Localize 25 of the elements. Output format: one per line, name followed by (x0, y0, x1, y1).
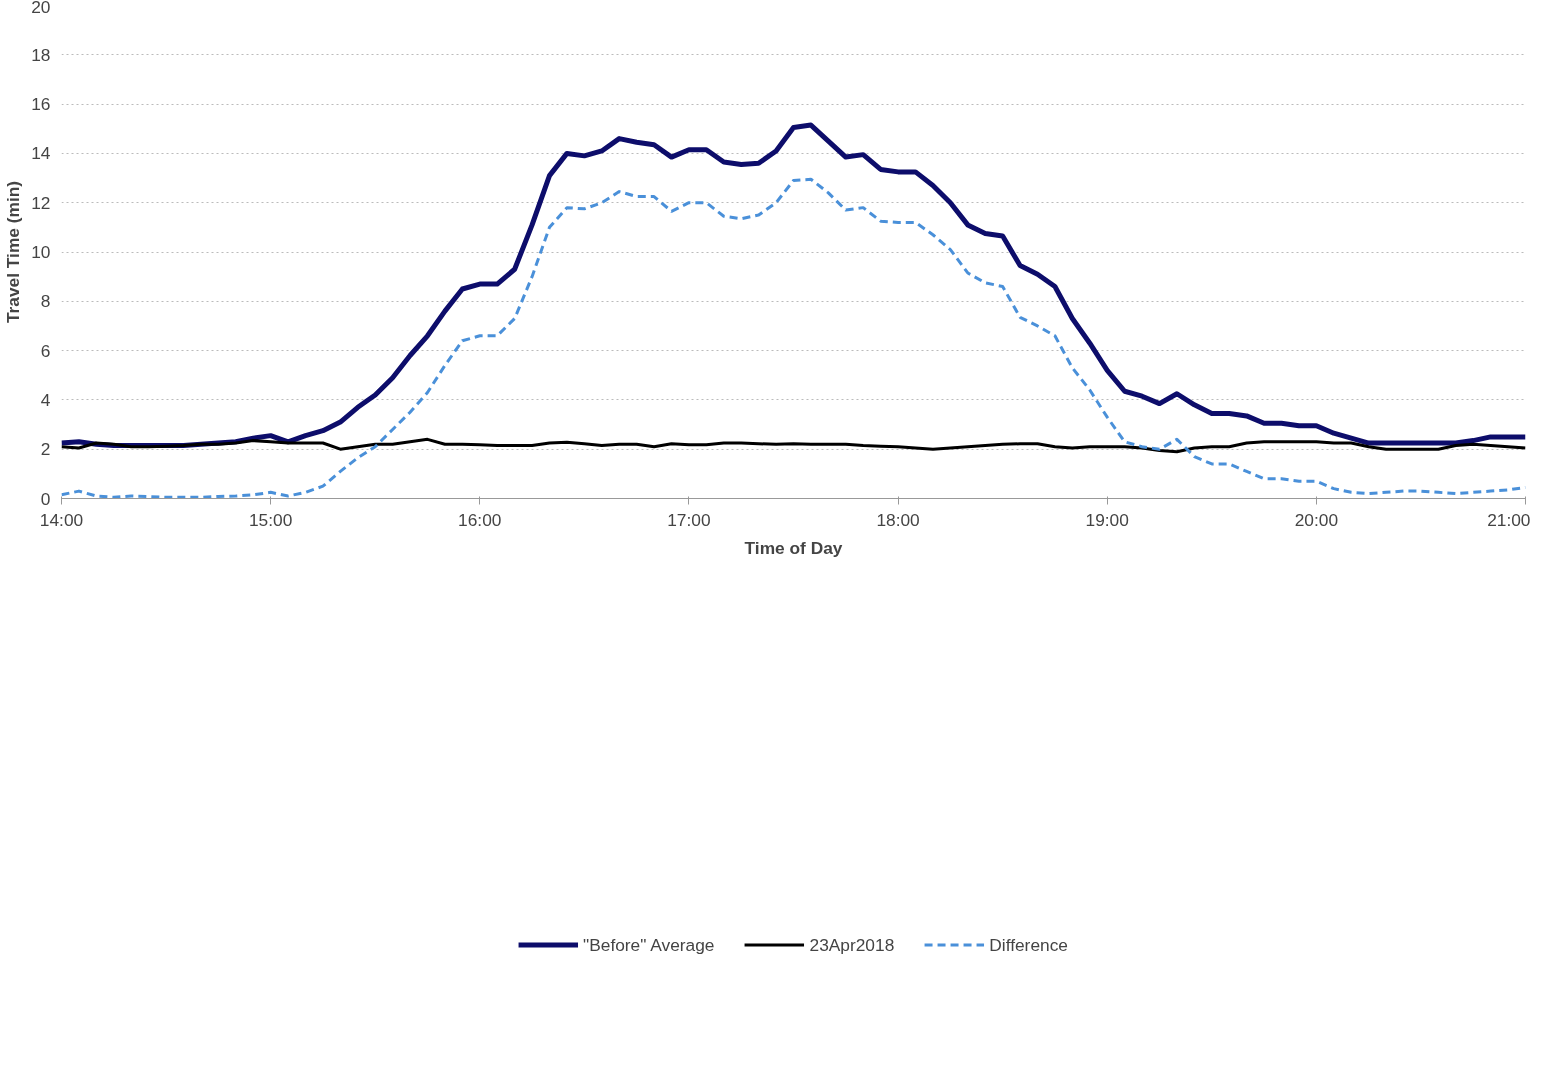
x-tick-label: 19:00 (1085, 509, 1129, 530)
x-tick-label: 21:00 (1487, 509, 1531, 530)
y-tick-label: 18 (31, 44, 51, 65)
y-tick-label: 20 (31, 0, 51, 17)
y-tick-label: 4 (40, 389, 51, 410)
x-tick-label: 17:00 (667, 509, 711, 530)
x-tick-label: 20:00 (1294, 509, 1339, 530)
x-tick-label: 16:00 (458, 509, 502, 530)
y-tick-label: 14 (31, 143, 51, 164)
y-tick-label: 6 (40, 340, 51, 361)
line-series (61, 437, 1526, 454)
y-tick-label: 2 (40, 439, 51, 460)
y-tick-label: 16 (31, 94, 51, 115)
y-tick-label: 0 (40, 488, 51, 509)
legend-label: 23Apr2018 (809, 934, 895, 956)
y-tick-label: 10 (31, 242, 51, 262)
legend-label: Difference (989, 934, 1068, 956)
x-tick-label: 15:00 (248, 509, 293, 530)
x-axis-title: Time of Day (744, 537, 843, 558)
y-axis-title: Travel Time (min) (3, 180, 24, 324)
x-tick-label: 14:00 (39, 509, 84, 530)
y-tick-label: 8 (40, 291, 51, 312)
legend-label: "Before" Average (583, 934, 715, 956)
y-tick-label: 12 (31, 192, 51, 213)
x-tick-label: 18:00 (876, 509, 920, 530)
